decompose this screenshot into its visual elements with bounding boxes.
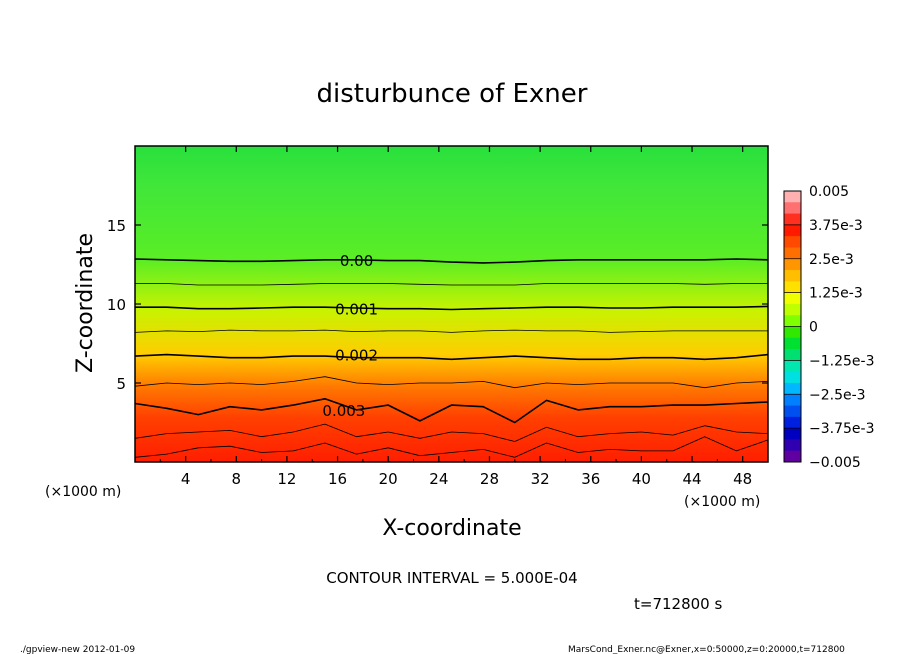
colorbar-tick-label: −1.25e-3 [809, 353, 874, 369]
x-axis-label: X-coordinate [382, 516, 521, 541]
colorbar-swatch [784, 303, 801, 316]
footer-source-info: MarsCond_Exner.nc@Exner,x=0:50000,z=0:20… [568, 645, 845, 654]
colorbar-tick-label: −0.005 [809, 455, 861, 471]
contour-interval-note: CONTOUR INTERVAL = 5.000E-04 [326, 569, 577, 587]
plot-area: 0.00 0.001 0.002 0.003 [134, 145, 769, 463]
x-tick-label: 28 [480, 470, 499, 488]
colorbar-tick-label: 1.25e-3 [809, 286, 863, 302]
x-tick-label: 4 [181, 470, 191, 488]
colorbar-tick-label: 3.75e-3 [809, 218, 863, 234]
colorbar-swatch [784, 382, 801, 395]
colorbar-tick-label: 2.5e-3 [809, 252, 854, 268]
colorbar-swatch [784, 326, 801, 339]
x-tick-label: 12 [277, 470, 296, 488]
colorbar-tick-label: 0 [809, 320, 818, 336]
colorbar-swatch [784, 416, 801, 429]
contour-line [134, 329, 768, 333]
x-tick-label: 24 [429, 470, 448, 488]
colorbar-tick-label: −3.75e-3 [809, 421, 874, 437]
colorbar-swatch [784, 371, 801, 384]
contour-line [134, 258, 769, 264]
colorbar-swatch [784, 202, 801, 215]
x-tick-label: 44 [682, 470, 701, 488]
y-tick-label: 5 [116, 375, 126, 393]
colorbar-swatch [784, 439, 801, 452]
contour-line [134, 398, 769, 424]
colorbar-swatch [784, 281, 801, 294]
colorbar: 0.005 3.75e-3 2.5e-3 1.25e-3 0 −1.25e-3 −2.5e-… [783, 184, 874, 471]
colorbar-swatch [784, 360, 801, 373]
contour-line [134, 376, 769, 389]
colorbar-swatch [784, 258, 801, 271]
chart-title: disturbunce of Exner [317, 79, 588, 109]
colorbar-swatch [784, 428, 801, 440]
contour-line [135, 305, 769, 311]
colorbar-swatch [784, 247, 801, 260]
colorbar-swatch [784, 337, 801, 350]
contour-line [134, 436, 769, 458]
colorbar-swatch [784, 405, 801, 418]
colorbar-swatch [784, 236, 801, 248]
x-tick-label: 48 [733, 470, 752, 488]
y-tick-label: 15 [107, 217, 126, 235]
colorbar-swatch [784, 270, 801, 282]
x-tick-label: 36 [581, 470, 600, 488]
contour-label: 0.002 [335, 347, 378, 365]
x-tick-label: 32 [531, 470, 550, 488]
x-unit-label-left: (×1000 m) [45, 484, 121, 500]
colorbar-swatch [784, 349, 801, 361]
colorbar-swatch [784, 191, 801, 203]
x-tick-label: 8 [232, 470, 242, 488]
contour-line [134, 423, 769, 442]
field-fill [135, 146, 768, 462]
x-axis: 4 8 12 16 20 24 28 32 36 40 44 48 [159, 146, 752, 488]
colorbar-swatch [784, 315, 801, 327]
contour-line [135, 283, 768, 286]
colorbar-tick-label: 0.005 [809, 184, 849, 200]
y-axis-label: Z-coordinate [73, 233, 98, 373]
colorbar-swatch [784, 224, 801, 237]
x-tick-label: 20 [379, 470, 398, 488]
contour-label: 0.001 [335, 301, 378, 319]
colorbar-swatch [784, 213, 801, 226]
colorbar-swatch [784, 450, 801, 463]
contour-label: 0.003 [322, 402, 365, 420]
colorbar-tick-label: −2.5e-3 [809, 387, 866, 403]
time-stamp: t=712800 s [634, 595, 722, 613]
contour-label: 0.00 [340, 252, 373, 270]
y-tick-label: 10 [107, 296, 126, 314]
colorbar-swatch [784, 292, 801, 305]
contour-line [134, 353, 769, 361]
y-axis: 5 10 15 [107, 217, 768, 393]
colorbar-swatch [784, 394, 801, 407]
x-tick-label: 16 [328, 470, 347, 488]
x-tick-label: 40 [632, 470, 651, 488]
x-unit-label-right: (×1000 m) [684, 494, 760, 510]
footer-program-date: ./gpview-new 2012-01-09 [20, 645, 135, 654]
